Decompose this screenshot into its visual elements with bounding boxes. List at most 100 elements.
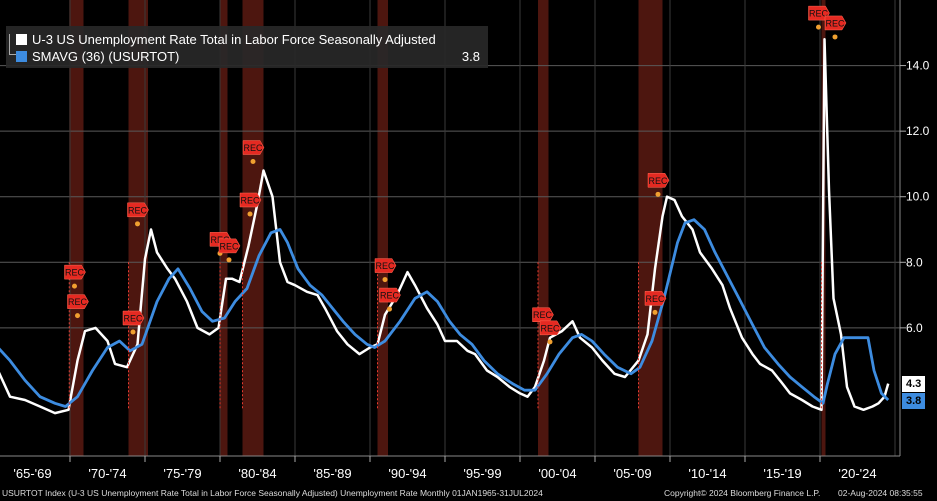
legend-row-smavg[interactable]: SMAVG (36) (USURTOT) — [16, 48, 179, 64]
last-value-badge-blue: 3.8 — [902, 393, 926, 409]
footer-bar: USURTOT Index (U-3 US Unemployment Rate … — [0, 485, 937, 501]
rec-marker-13: REC — [647, 173, 670, 197]
rec-marker-shape-9 — [379, 287, 401, 303]
rec-marker-shape-3 — [127, 202, 149, 218]
x-tick-label-11: '20-'24 — [838, 466, 876, 481]
rec-marker-label-5: REC — [219, 241, 239, 251]
rec-marker-label-11: REC — [540, 323, 560, 333]
recession-band-0 — [69, 0, 84, 456]
y-tick-label-0: 6.0 — [906, 321, 923, 335]
rec-marker-label-8: REC — [375, 261, 395, 271]
rec-marker-label-1: REC — [68, 297, 88, 307]
chart-area: '65-'69 '70-'74 '75-'79 '80-'84 '85-'89 '90-'… — [0, 0, 930, 481]
rec-marker-label-9: REC — [380, 291, 400, 301]
recession-band-6 — [638, 0, 663, 456]
rec-markers: RECRECRECRECRECRECRECRECRECRECRECRECRECR… — [64, 5, 847, 410]
rec-marker-3: REC — [127, 202, 149, 227]
y-axis-labels: 6.0 8.0 10.0 12.0 14.0 — [900, 59, 930, 335]
y-tick-label-4: 14.0 — [906, 59, 930, 73]
rec-marker-label-7: REC — [243, 143, 263, 153]
x-tick-label-1: '70-'74 — [88, 466, 126, 481]
footer-copyright: Copyright© 2024 Bloomberg Finance L.P. — [664, 488, 821, 498]
rec-marker-15: REC — [824, 15, 847, 40]
footer-timestamp: 02-Aug-2024 08:35:55 — [838, 488, 923, 498]
rec-marker-shape-6 — [239, 192, 262, 208]
y-tick-label-2: 10.0 — [906, 190, 930, 204]
rec-marker-9: REC — [379, 287, 401, 312]
rec-marker-8: REC — [374, 258, 397, 283]
rec-marker-label-0: REC — [65, 268, 85, 278]
x-tick-label-0: '65-'69 — [13, 466, 51, 481]
rec-marker-5: REC — [218, 238, 241, 263]
rec-marker-label-12: REC — [645, 294, 665, 304]
x-tick-label-6: '95-'99 — [463, 466, 501, 481]
smavg-36-line — [0, 218, 890, 408]
legend-label-unemployment: U-3 US Unemployment Rate Total in Labor … — [32, 31, 436, 47]
x-tick-label-3: '80-'84 — [238, 466, 276, 481]
recession-band-4 — [377, 0, 388, 456]
recession-bands — [69, 0, 826, 456]
legend-swatch-blue — [16, 50, 27, 62]
rec-marker-dot-3 — [135, 221, 140, 227]
rec-marker-dot-15 — [832, 34, 838, 40]
unemployment-rate-line — [0, 38, 890, 415]
rec-marker-dot-12 — [652, 309, 658, 315]
rec-marker-dot-1 — [75, 313, 80, 319]
rec-marker-dot-7 — [250, 159, 256, 165]
rec-marker-label-15: REC — [825, 18, 845, 28]
rec-marker-1: REC — [67, 294, 89, 319]
rec-marker-shape-0 — [64, 264, 86, 280]
rec-marker-label-3: REC — [128, 205, 148, 215]
rec-marker-dot-11 — [547, 339, 553, 345]
recession-band-2 — [220, 0, 228, 456]
rec-marker-shape-8 — [374, 258, 397, 273]
last-value-badge-white: 4.3 — [902, 376, 926, 392]
rec-marker-dot-2 — [130, 329, 136, 335]
rec-marker-shape-13 — [647, 173, 670, 188]
rec-marker-shape-7 — [242, 140, 265, 155]
legend-label-smavg: SMAVG (36) (USURTOT) — [32, 48, 180, 64]
legend-value-smavg: 3.8 — [461, 49, 480, 64]
rec-marker-shape-12 — [644, 291, 667, 306]
rec-marker-dot-13 — [655, 191, 661, 197]
rec-marker-11: REC — [539, 320, 562, 345]
rec-marker-0: REC — [64, 264, 86, 289]
x-tick-label-5: '90-'94 — [388, 466, 426, 481]
recession-band-5 — [538, 0, 549, 456]
rec-marker-shape-1 — [67, 294, 89, 309]
rec-marker-dot-6 — [247, 211, 253, 217]
rec-marker-6: REC — [239, 192, 262, 217]
legend-swatch-white — [16, 33, 27, 45]
rec-marker-label-13: REC — [648, 176, 668, 186]
x-tick-label-2: '75-'79 — [163, 466, 201, 481]
x-axis-labels: '65-'69 '70-'74 '75-'79 '80-'84 '85-'89 '90-'… — [13, 456, 877, 481]
legend-row-unemployment[interactable]: U-3 US Unemployment Rate Total in Labor … — [16, 31, 436, 47]
rec-marker-7: REC — [242, 140, 265, 165]
rec-marker-label-14: REC — [809, 9, 829, 19]
rec-marker-shape-2 — [122, 310, 145, 326]
rec-marker-label-2: REC — [123, 314, 143, 324]
rec-marker-dot-5 — [226, 257, 232, 263]
chart-legend: U-3 US Unemployment Rate Total in Labor … — [6, 26, 488, 68]
rec-marker-shape-15 — [824, 15, 847, 31]
x-tick-label-7: '00-'04 — [538, 466, 576, 481]
legend-bracket-icon — [9, 34, 16, 55]
x-tick-label-10: '15-'19 — [763, 466, 801, 481]
rec-marker-2: REC — [122, 310, 145, 335]
y-tick-label-1: 8.0 — [906, 255, 923, 269]
rec-marker-dot-9 — [387, 306, 392, 312]
rec-marker-shape-10 — [532, 307, 554, 322]
rec-marker-dot-8 — [382, 277, 388, 283]
x-tick-label-9: '10-'14 — [688, 466, 726, 481]
rec-marker-shape-11 — [539, 320, 562, 336]
rec-marker-label-6: REC — [240, 195, 260, 205]
rec-marker-12: REC — [644, 291, 667, 315]
y-tick-label-3: 12.0 — [906, 124, 930, 138]
rec-marker-dot-0 — [72, 283, 77, 289]
x-tick-label-4: '85-'89 — [313, 466, 351, 481]
rec-marker-label-10: REC — [533, 310, 553, 320]
footer-source-text: USURTOT Index (U-3 US Unemployment Rate … — [2, 488, 543, 498]
gridlines — [0, 0, 901, 457]
rec-marker-dot-14 — [816, 24, 821, 30]
x-tick-label-8: '05-'09 — [613, 466, 651, 481]
